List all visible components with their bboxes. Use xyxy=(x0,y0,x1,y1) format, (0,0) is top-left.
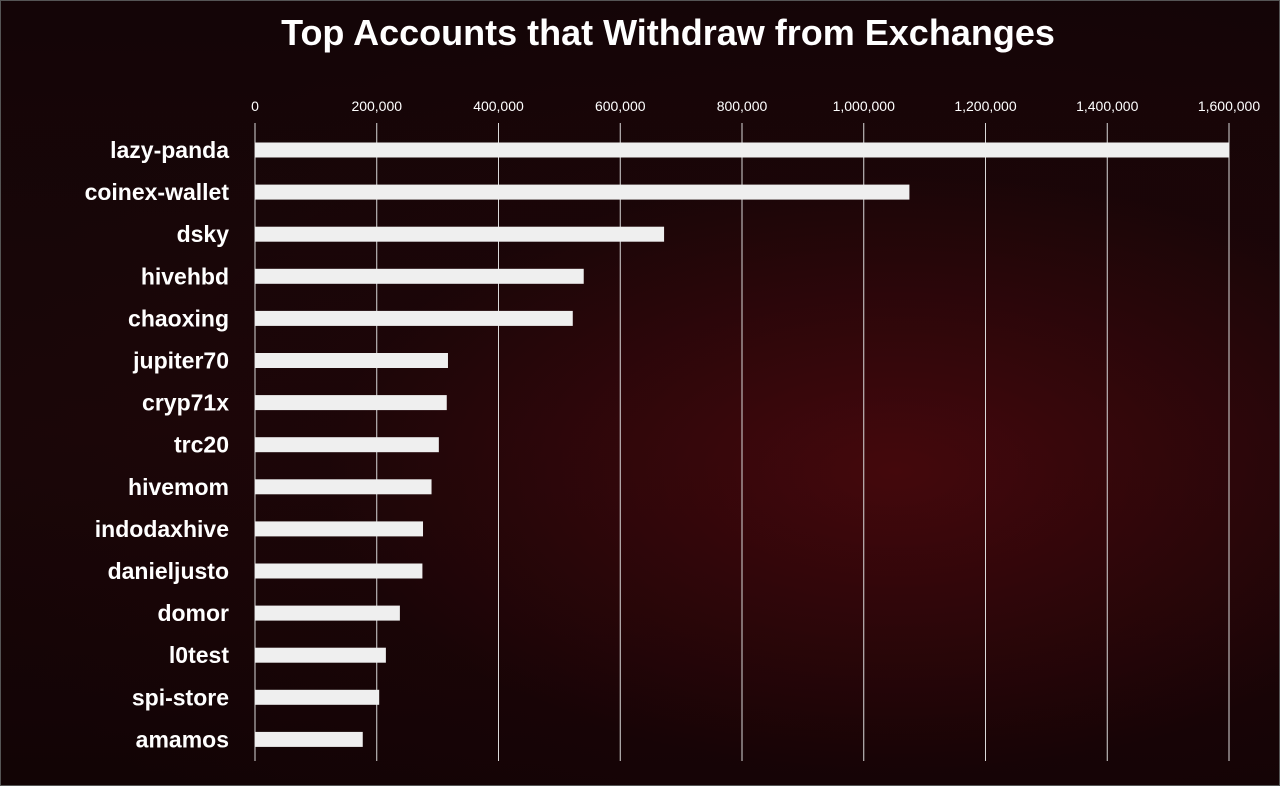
bar-spi-store xyxy=(255,689,380,705)
x-tick-label: 400,000 xyxy=(473,98,524,114)
category-label: domor xyxy=(157,600,229,626)
x-axis-tick-labels: 0 200,000 400,000 600,000 800,000 1,000,000 1,… xyxy=(251,98,1260,114)
bar-hivehbd xyxy=(255,268,584,284)
category-label: trc20 xyxy=(174,432,229,458)
bar-amamos xyxy=(255,731,363,747)
bar-jupiter70 xyxy=(255,353,448,368)
bar-dsky xyxy=(255,226,665,242)
category-label: jupiter70 xyxy=(132,348,229,374)
bars xyxy=(255,142,1229,747)
category-labels: lazy-panda coinex-wallet dsky hivehbd chaoxi… xyxy=(85,137,230,752)
bar-indodaxhive xyxy=(255,521,424,537)
bar-cryp71x xyxy=(255,395,447,411)
category-label: indodaxhive xyxy=(95,516,229,542)
category-label: amamos xyxy=(136,726,229,752)
x-tick-label: 1,400,000 xyxy=(1076,98,1138,114)
bar-lazy-panda xyxy=(255,142,1229,158)
bar-domor xyxy=(255,605,400,621)
category-label: chaoxing xyxy=(128,305,229,331)
chart-title: Top Accounts that Withdraw from Exchange… xyxy=(281,12,1055,53)
category-label: hivemom xyxy=(128,474,229,500)
x-tick-label: 0 xyxy=(251,98,259,114)
x-tick-label: 1,600,000 xyxy=(1198,98,1260,114)
x-tick-label: 800,000 xyxy=(717,98,768,114)
bar-hivemom xyxy=(255,479,432,495)
x-tick-label: 200,000 xyxy=(351,98,402,114)
category-label: coinex-wallet xyxy=(85,179,230,205)
x-tick-label: 1,200,000 xyxy=(954,98,1016,114)
category-label: l0test xyxy=(169,642,229,668)
x-tick-label: 1,000,000 xyxy=(833,98,895,114)
category-label: cryp71x xyxy=(142,390,229,416)
category-label: danieljusto xyxy=(108,558,229,584)
x-tick-label: 600,000 xyxy=(595,98,646,114)
bar-trc20 xyxy=(255,437,439,453)
category-label: lazy-panda xyxy=(110,137,229,163)
bar-chaoxing xyxy=(255,310,573,326)
category-label: spi-store xyxy=(132,684,229,710)
bar-danieljusto xyxy=(255,563,423,579)
bar-coinex-wallet xyxy=(255,184,910,200)
category-label: dsky xyxy=(177,221,230,247)
bar-l0test xyxy=(255,647,386,663)
category-label: hivehbd xyxy=(141,263,229,289)
